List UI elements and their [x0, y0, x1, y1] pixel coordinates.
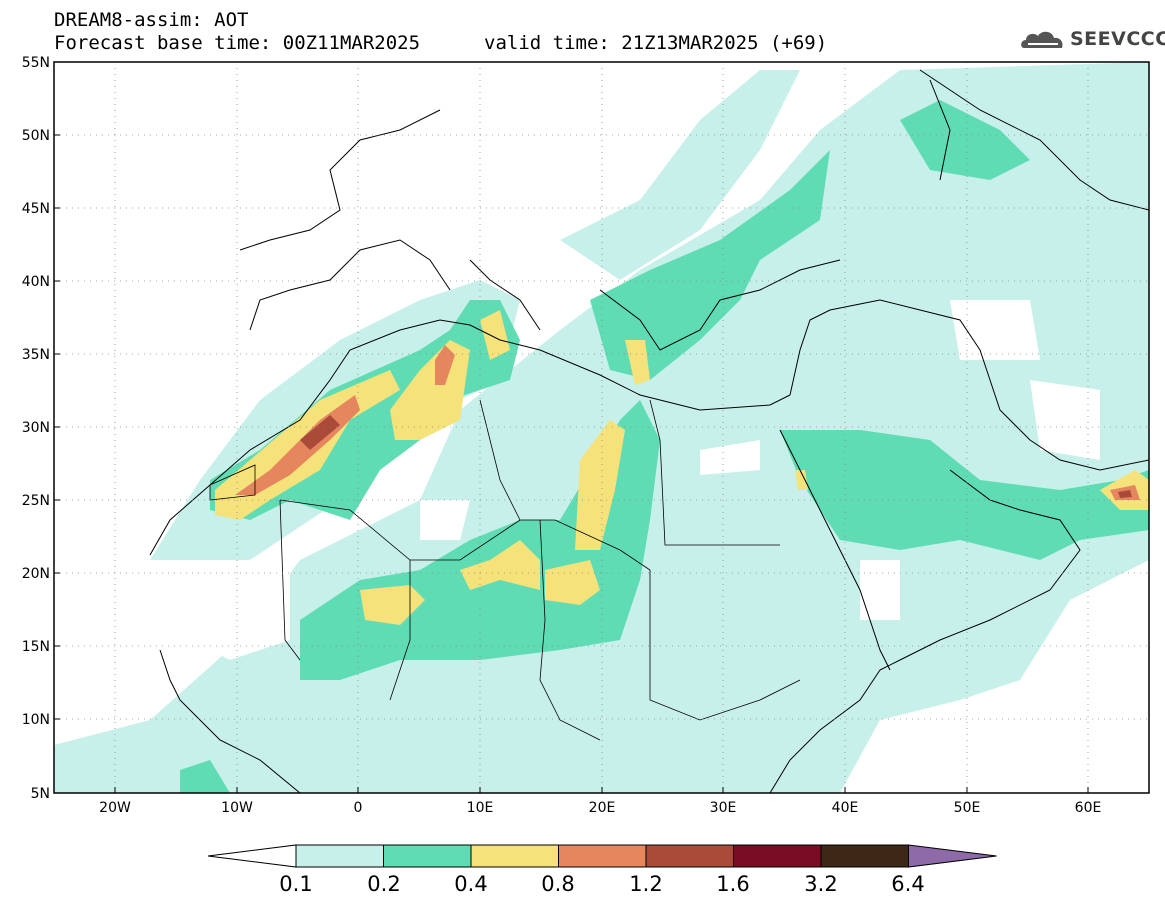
lon-label: 60E	[1075, 800, 1102, 816]
colorbar-label: 1.2	[629, 872, 663, 896]
axis-ticks	[54, 61, 1089, 794]
map-title: DREAM8-assim: AOT	[54, 9, 249, 31]
lon-label: 10W	[221, 800, 253, 816]
lon-label: 0	[354, 800, 363, 816]
aot-field	[54, 62, 1149, 793]
country-borders	[209, 399, 801, 741]
cloud-logo-icon	[1021, 31, 1063, 48]
lat-label: 30N	[22, 420, 50, 436]
lat-label: 10N	[22, 712, 50, 728]
lon-label: 50E	[954, 800, 981, 816]
colorbar-label: 3.2	[804, 872, 838, 896]
lon-label: 40E	[832, 800, 859, 816]
lat-label: 5N	[31, 786, 50, 802]
lon-label: 20W	[99, 800, 131, 816]
lat-label: 40N	[22, 274, 50, 290]
colorbar-label: 0.1	[279, 872, 313, 896]
valid-time: valid time: 21Z13MAR2025 (+69)	[484, 32, 828, 54]
colorbar-label: 0.8	[541, 872, 575, 896]
colorbar-label: 6.4	[891, 872, 925, 896]
lat-label: 55N	[22, 55, 50, 71]
lat-label: 35N	[22, 347, 50, 363]
colorbar-label: 0.4	[454, 872, 488, 896]
lat-label: 45N	[22, 201, 50, 217]
colorbar-label: 0.2	[367, 872, 401, 896]
lon-label: 20E	[589, 800, 616, 816]
coastlines	[149, 69, 1149, 793]
lat-label: 50N	[22, 128, 50, 144]
lat-label: 25N	[22, 493, 50, 509]
colorbar-label: 1.6	[716, 872, 750, 896]
logo-text: SEEVCCC	[1070, 28, 1165, 50]
lat-label: 15N	[22, 639, 50, 655]
lat-label: 20N	[22, 566, 50, 582]
lon-label: 30E	[710, 800, 737, 816]
lat-labels: 55N 50N 45N 40N 35N 30N 25N 20N 15N 10N …	[22, 55, 50, 802]
forecast-base-time: Forecast base time: 00Z11MAR2025	[54, 32, 421, 54]
lon-label: 10E	[467, 800, 494, 816]
gridlines	[54, 62, 1149, 793]
lon-labels: 20W 10W 0 10E 20E 30E 40E 50E 60E	[99, 800, 1101, 816]
